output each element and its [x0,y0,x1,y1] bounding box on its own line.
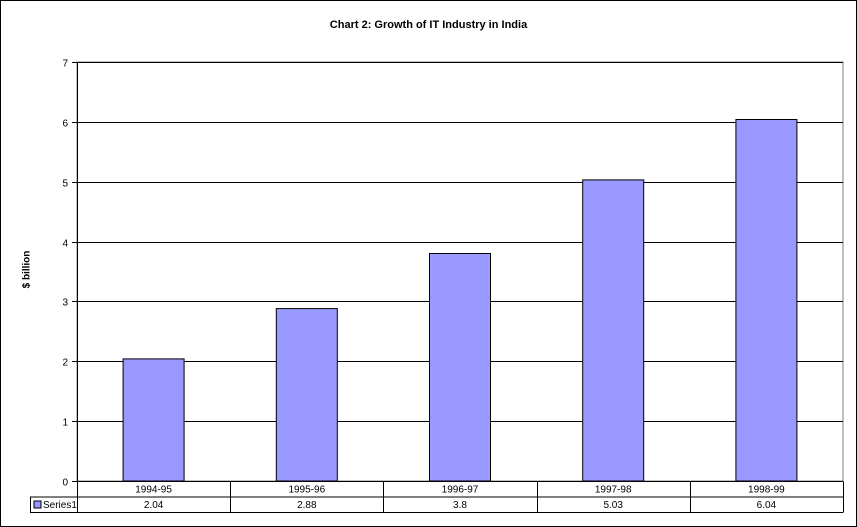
x-category-label: 1998-99 [748,485,785,496]
y-tick-label: 4 [62,239,68,250]
x-category-label: 1996-97 [442,485,479,496]
legend-series-label: Series1 [43,500,77,511]
data-table-value: 2.04 [144,500,164,511]
bar-1994-95 [122,358,185,482]
y-tick-label: 2 [62,358,68,369]
data-table-value: 2.88 [297,500,317,511]
y-tick-label: 3 [62,298,68,309]
y-tick-label: 7 [62,59,68,70]
bar-1998-99 [735,119,798,482]
y-tick-label: 5 [62,179,68,190]
chart-title: Chart 2: Growth of IT Industry in India [329,19,528,31]
bar-1995-96 [275,308,338,482]
y-tick-label: 6 [62,119,68,130]
data-table-value: 3.8 [453,500,467,511]
y-tick-label: 0 [62,478,68,489]
data-table-value: 6.04 [757,500,777,511]
x-category-label: 1994-95 [135,485,172,496]
x-category-label: 1995-96 [288,485,325,496]
y-tick-label: 1 [62,418,68,429]
bar-1997-98 [582,179,645,482]
data-table-value: 5.03 [603,500,623,511]
data-table: 1994-95 1995-96 1996-97 1997-98 1998-99 2.04 2… [30,481,844,513]
bar-1996-97 [429,253,491,482]
legend-key [33,500,42,509]
x-category-label: 1997-98 [595,485,632,496]
